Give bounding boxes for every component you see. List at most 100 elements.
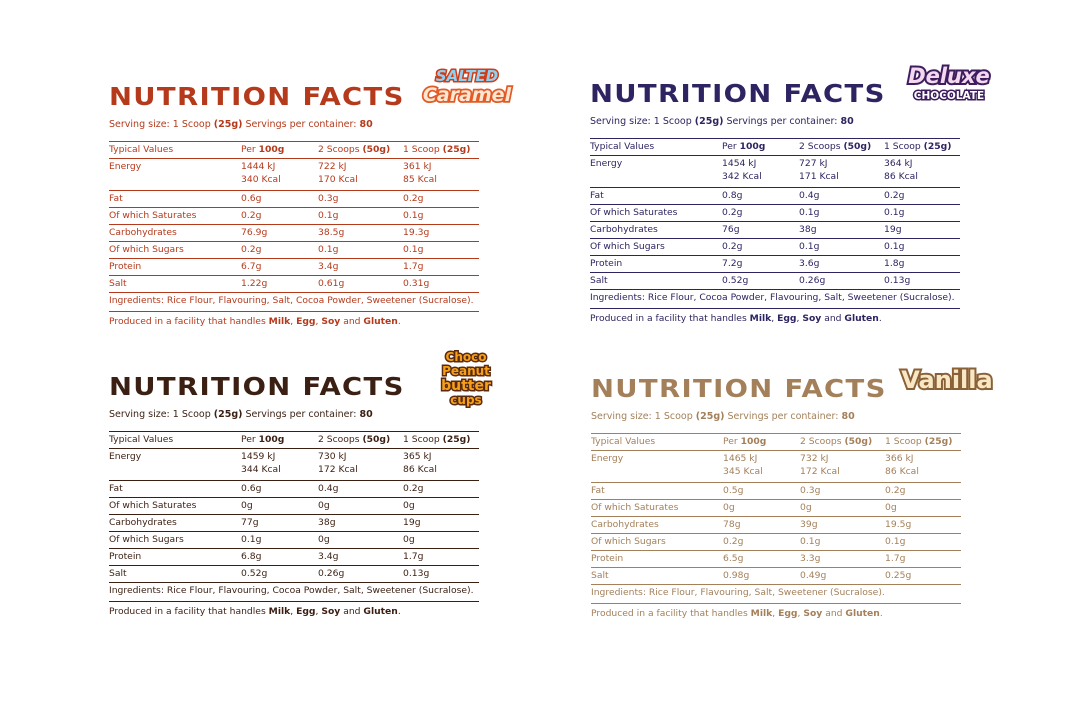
allergen-egg: Egg: [296, 606, 316, 617]
row-value: 0.1g: [885, 533, 961, 551]
allergen-milk: Milk: [749, 313, 772, 324]
header-per-amount: 100g: [258, 144, 285, 155]
row-label: Of which Sugars: [590, 238, 722, 256]
header-per-amount: 100g: [740, 436, 767, 447]
row-label: Fat: [109, 190, 241, 208]
allergen-lead: Produced in a facility that handles: [109, 316, 269, 327]
row-label: Salt: [109, 275, 241, 293]
energy-kj: 1459 kJ: [241, 451, 276, 462]
header-per-label: Per: [241, 144, 259, 155]
allergen-soy: Soy: [802, 313, 822, 324]
row-value: 0.8g: [722, 187, 799, 205]
energy-kcal: 344 Kcal: [241, 464, 281, 475]
header-per-amount: 100g: [739, 141, 766, 152]
row-value: 0g: [885, 499, 961, 517]
row-value: 1454 kJ 342 Kcal: [722, 155, 799, 188]
table-header-row: Typical Values Per 100g 2 Scoops (50g) 1 Sc…: [109, 431, 479, 449]
fat-row: Fat 0.8g 0.4g 0.2g: [590, 187, 960, 205]
allergen-sep: ,: [797, 608, 804, 619]
header-per-label: Per: [241, 434, 259, 445]
energy-kj: 361 kJ: [403, 161, 432, 172]
header-one-amount: (25g): [442, 144, 471, 155]
energy-kcal: 85 Kcal: [403, 174, 437, 185]
salt-row: Salt 1.22g 0.61g 0.31g: [109, 275, 479, 293]
row-label: Carbohydrates: [109, 514, 241, 532]
energy-row: Energy 1459 kJ 344 Kcal 730 kJ 172 Kcal 365 k…: [109, 448, 479, 481]
row-value: 0.13g: [884, 272, 960, 290]
panel-header: NUTRITION FACTS SALTED Caramel: [109, 64, 513, 110]
energy-kcal: 86 Kcal: [885, 466, 919, 477]
energy-kcal: 342 Kcal: [722, 171, 762, 182]
allergen-end: .: [879, 608, 883, 619]
row-value: 0.1g: [241, 531, 318, 549]
header-two-amount: (50g): [362, 144, 391, 155]
energy-kj: 1465 kJ: [723, 453, 758, 464]
carbohydrates-row: Carbohydrates 77g 38g 19g: [109, 514, 479, 532]
row-value: 38g: [318, 514, 403, 532]
row-label: Of which Sugars: [591, 533, 723, 551]
row-value: 0.2g: [403, 480, 479, 498]
row-value: 365 kJ 86 Kcal: [403, 448, 479, 481]
svg-text:cups: cups: [450, 393, 481, 407]
allergen-note: Produced in a facility that handles Milk…: [591, 608, 963, 619]
allergen-sep: ,: [771, 313, 778, 324]
ingredients-line: Ingredients: Rice Flour, Cocoa Powder, F…: [590, 290, 960, 309]
row-value: 0.26g: [318, 565, 403, 583]
allergen-soy: Soy: [803, 608, 823, 619]
row-value: 7.2g: [722, 255, 799, 273]
allergen-note: Produced in a facility that handles Milk…: [590, 313, 962, 324]
row-value: 0.25g: [885, 567, 961, 585]
header-per-label: Per: [722, 141, 740, 152]
allergen-milk: Milk: [750, 608, 773, 619]
row-value: 1.7g: [403, 548, 479, 566]
vanilla-logo: Vanilla: [899, 364, 994, 396]
allergen-lead: Produced in a facility that handles: [109, 606, 269, 617]
header-one-scoop: 1 Scoop (25g): [403, 141, 479, 159]
header-per-100g: Per 100g: [723, 433, 800, 451]
row-label: Of which Sugars: [109, 531, 241, 549]
energy-kj: 727 kJ: [799, 158, 828, 169]
row-value: 0.1g: [318, 241, 403, 259]
row-value: 0g: [403, 531, 479, 549]
allergen-sep: ,: [796, 313, 803, 324]
row-label: Protein: [590, 255, 722, 273]
table-header-row: Typical Values Per 100g 2 Scoops (50g) 1 Sc…: [591, 433, 961, 451]
allergen-egg: Egg: [296, 316, 316, 327]
energy-kcal: 86 Kcal: [403, 464, 437, 475]
row-value: 19.5g: [885, 516, 961, 534]
row-value: 39g: [800, 516, 885, 534]
row-label: Protein: [109, 258, 241, 276]
serving-info: Serving size: 1 Scoop (25g) Servings per…: [109, 118, 481, 132]
energy-row: Energy 1444 kJ 340 Kcal 722 kJ 170 Kcal 361 k…: [109, 158, 479, 191]
row-label: Energy: [109, 448, 241, 481]
servings-per-container-label: Servings per container:: [245, 409, 357, 420]
servings-per-container-value: 80: [359, 119, 373, 130]
header-typical-values: Typical Values: [590, 138, 722, 156]
panel-header: NUTRITION FACTS Deluxe CHOCOLATE: [590, 61, 992, 107]
panel-vanilla: NUTRITION FACTS Vanilla Serving size: 1 …: [591, 356, 995, 619]
row-label: Carbohydrates: [591, 516, 723, 534]
row-value: 0.1g: [799, 204, 884, 222]
row-value: 0.3g: [800, 482, 885, 500]
row-value: 0g: [403, 497, 479, 515]
row-value: 730 kJ 172 Kcal: [318, 448, 403, 481]
row-value: 1459 kJ 344 Kcal: [241, 448, 318, 481]
deluxe-chocolate-logo: Deluxe CHOCOLATE: [906, 62, 992, 104]
energy-kj: 1454 kJ: [722, 158, 757, 169]
row-label: Salt: [590, 272, 722, 290]
row-value: 38g: [799, 221, 884, 239]
row-value: 19.3g: [403, 224, 479, 242]
salt-row: Salt 0.52g 0.26g 0.13g: [590, 272, 960, 290]
row-value: 38.5g: [318, 224, 403, 242]
row-value: 1.7g: [885, 550, 961, 568]
servings-per-container-label: Servings per container:: [245, 119, 357, 130]
allergen-sep: ,: [772, 608, 779, 619]
header-two-scoops: 2 Scoops (50g): [799, 138, 884, 156]
nutrition-table: Typical Values Per 100g 2 Scoops (50g) 1 Sc…: [590, 138, 960, 290]
row-value: 0.2g: [722, 204, 799, 222]
row-value: 0.1g: [318, 207, 403, 225]
nutrition-table: Typical Values Per 100g 2 Scoops (50g) 1 Sc…: [109, 431, 479, 583]
row-label: Of which Saturates: [590, 204, 722, 222]
row-value: 361 kJ 85 Kcal: [403, 158, 479, 191]
row-value: 6.5g: [723, 550, 800, 568]
